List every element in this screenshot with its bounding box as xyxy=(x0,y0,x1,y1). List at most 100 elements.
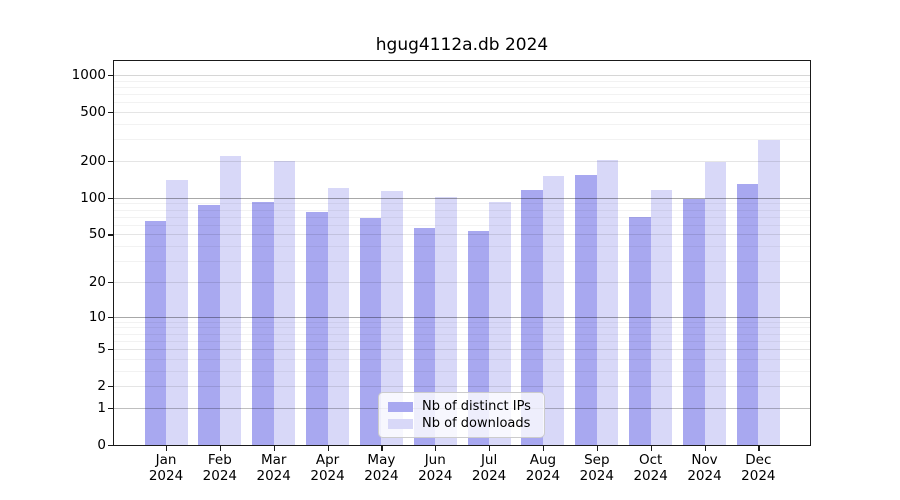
gridline xyxy=(114,340,810,342)
x-tick-label: Jul 2024 xyxy=(471,452,507,484)
gridline xyxy=(114,203,810,205)
bar-downloads xyxy=(758,140,780,445)
x-tick-label: Jan 2024 xyxy=(148,452,184,484)
x-tick xyxy=(650,446,652,451)
gridline xyxy=(114,234,810,236)
bar-distinct-ips xyxy=(736,183,759,445)
gridline xyxy=(114,224,810,226)
gridline xyxy=(114,161,810,163)
y-tick-label: 1 xyxy=(97,399,106,416)
gridline xyxy=(114,86,810,88)
gridline xyxy=(114,246,810,248)
y-tick xyxy=(108,316,113,318)
y-tick xyxy=(108,234,113,236)
y-tick-label: 500 xyxy=(80,104,106,121)
x-tick xyxy=(219,446,222,451)
bar-distinct-ips xyxy=(413,227,436,445)
gridline xyxy=(114,349,810,351)
x-tick-label: Dec 2024 xyxy=(741,452,776,484)
bar-distinct-ips xyxy=(359,218,382,445)
y-tick xyxy=(108,75,113,77)
legend-label: Nb of downloads xyxy=(422,416,531,431)
legend-label: Nb of distinct IPs xyxy=(422,399,531,414)
gridline xyxy=(114,321,810,323)
x-tick xyxy=(758,446,760,451)
bar-downloads xyxy=(542,175,565,445)
axis-spine-right xyxy=(810,60,811,446)
x-tick-label: Apr 2024 xyxy=(310,452,345,484)
gridline xyxy=(114,216,810,218)
axis-spine-left xyxy=(113,60,114,446)
y-tick xyxy=(108,197,113,200)
bar-downloads xyxy=(273,160,296,445)
bar-downloads xyxy=(650,190,673,445)
gridline xyxy=(114,197,810,199)
chart-title: hgug4112a.db 2024 xyxy=(375,35,549,55)
x-tick xyxy=(435,446,437,451)
y-tick xyxy=(108,281,113,284)
x-tick-label: Aug 2024 xyxy=(525,452,561,484)
y-tick xyxy=(108,407,113,410)
y-tick-label: 1000 xyxy=(71,67,106,84)
x-tick xyxy=(704,446,706,451)
bar-downloads xyxy=(489,202,511,445)
y-tick-label: 0 xyxy=(97,437,106,453)
bar-downloads xyxy=(327,188,350,445)
bar-distinct-ips xyxy=(252,201,274,445)
gridline xyxy=(114,358,810,360)
x-tick xyxy=(327,446,329,451)
x-tick-label: Nov 2024 xyxy=(687,452,722,484)
gridline xyxy=(114,75,810,77)
y-tick-label: 2 xyxy=(97,378,106,395)
x-tick xyxy=(489,446,491,451)
bar-distinct-ips xyxy=(198,204,220,445)
gridline xyxy=(114,209,810,211)
x-tick xyxy=(596,446,598,451)
y-tick xyxy=(108,161,113,163)
y-tick-label: 10 xyxy=(88,308,106,325)
y-tick-label: 20 xyxy=(88,273,106,290)
bar-downloads xyxy=(704,161,726,445)
gridline xyxy=(114,102,810,104)
gridline xyxy=(114,316,810,318)
y-tick-label: 5 xyxy=(97,341,106,358)
gridline xyxy=(114,370,810,372)
y-tick xyxy=(108,386,113,388)
x-tick xyxy=(542,446,545,451)
legend-swatch-distinct-ips xyxy=(388,401,413,412)
y-tick xyxy=(108,112,113,114)
x-tick-label: Oct 2024 xyxy=(633,452,668,484)
x-tick xyxy=(166,446,168,451)
y-tick xyxy=(108,445,113,447)
legend-swatch-downloads xyxy=(388,418,413,429)
gridline xyxy=(114,139,810,141)
bar-distinct-ips xyxy=(575,175,597,445)
x-tick xyxy=(381,446,383,451)
y-tick-label: 100 xyxy=(80,189,106,206)
gridline xyxy=(114,386,810,388)
x-tick xyxy=(273,446,275,451)
bar-downloads xyxy=(435,196,457,445)
x-tick-label: Mar 2024 xyxy=(256,452,291,484)
gridline xyxy=(114,112,810,114)
legend-item: Nb of downloads xyxy=(388,415,535,432)
y-tick-label: 200 xyxy=(80,153,106,170)
bar-distinct-ips xyxy=(521,190,543,445)
bar-downloads xyxy=(219,155,242,445)
axis-spine-bottom xyxy=(113,445,811,446)
x-tick-label: Jun 2024 xyxy=(418,452,453,484)
bar-distinct-ips xyxy=(306,211,328,445)
gridline xyxy=(114,261,810,263)
x-tick-label: May 2024 xyxy=(364,452,399,484)
gridline xyxy=(114,124,810,126)
y-tick-label: 50 xyxy=(88,226,106,243)
gridline xyxy=(114,94,810,96)
x-tick-label: Sep 2024 xyxy=(579,452,614,484)
bar-distinct-ips xyxy=(144,220,166,445)
bar-downloads xyxy=(166,179,188,445)
x-tick-label: Feb 2024 xyxy=(202,452,238,484)
gridline xyxy=(114,327,810,329)
y-tick xyxy=(108,349,113,351)
bar-distinct-ips xyxy=(467,231,490,445)
